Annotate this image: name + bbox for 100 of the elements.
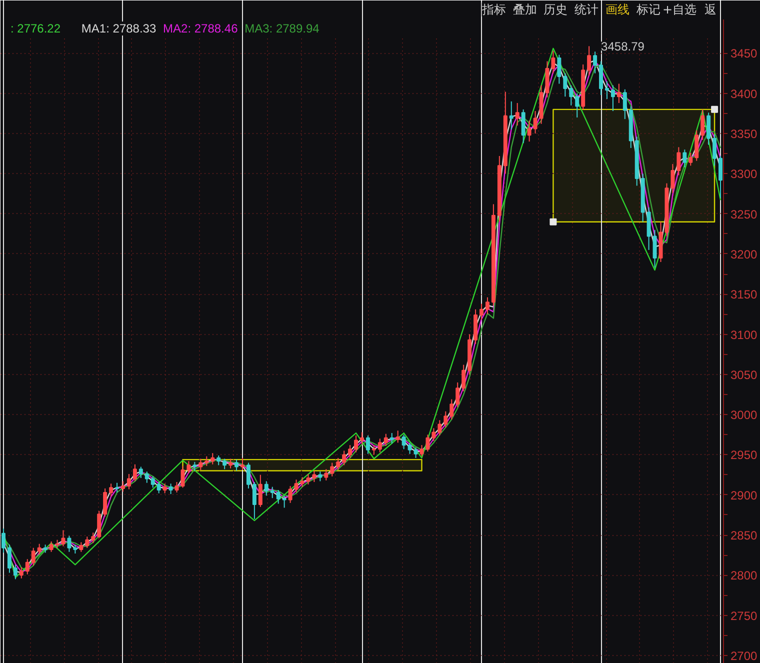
candlestick bbox=[25, 558, 30, 575]
candlestick bbox=[216, 455, 221, 466]
candlestick bbox=[294, 479, 298, 493]
candlestick bbox=[103, 488, 108, 518]
candlestick bbox=[480, 303, 484, 320]
candlestick bbox=[599, 60, 603, 96]
candlestick bbox=[652, 229, 657, 268]
candlestick bbox=[306, 473, 310, 485]
candlestick bbox=[676, 146, 681, 176]
candlestick bbox=[13, 564, 18, 580]
candlestick bbox=[252, 482, 256, 520]
candlestick bbox=[109, 483, 114, 497]
candlestick bbox=[91, 532, 96, 544]
candlestick bbox=[324, 468, 328, 481]
candlestick bbox=[515, 102, 520, 126]
candlestick bbox=[67, 535, 72, 552]
candlestick bbox=[37, 543, 42, 555]
text: 画线 bbox=[606, 2, 630, 16]
candlestick bbox=[240, 457, 244, 470]
candlestick bbox=[49, 540, 54, 552]
candlestick bbox=[198, 458, 203, 470]
candlestick bbox=[7, 544, 12, 574]
candlestick bbox=[342, 450, 346, 466]
candlestick bbox=[378, 438, 382, 453]
text: 指标 bbox=[480, 2, 506, 16]
candlestick bbox=[126, 473, 131, 490]
candlestick bbox=[533, 110, 538, 134]
y-tick-label: 3250 bbox=[730, 207, 758, 222]
candlestick bbox=[360, 432, 364, 445]
text: 标记 bbox=[636, 2, 661, 16]
text: +自选 bbox=[662, 2, 697, 16]
candlestick bbox=[706, 112, 711, 146]
y-tick-label: 2700 bbox=[730, 648, 758, 663]
candlestick bbox=[450, 398, 454, 420]
y-tick-label: 3400 bbox=[730, 86, 758, 101]
candlestick bbox=[354, 434, 358, 453]
candlestick bbox=[718, 156, 723, 198]
candlestick bbox=[557, 54, 562, 84]
text: MA3: 2789.94 bbox=[244, 22, 320, 36]
y-tick-label: 2750 bbox=[730, 608, 758, 623]
candlestick bbox=[168, 483, 173, 495]
y-tick-label: 2950 bbox=[730, 448, 758, 462]
candlestick bbox=[300, 476, 304, 488]
candlestick bbox=[174, 482, 179, 493]
candlestick bbox=[97, 510, 102, 539]
candlestick bbox=[372, 444, 376, 456]
candlestick bbox=[318, 471, 322, 482]
y-tick-label: 3000 bbox=[730, 408, 758, 422]
y-tick-label: 2850 bbox=[730, 528, 758, 543]
candlestick bbox=[426, 434, 430, 452]
candlestick bbox=[444, 410, 448, 428]
candlestick bbox=[210, 452, 215, 465]
candlestick bbox=[150, 476, 155, 488]
candlestick bbox=[85, 536, 90, 548]
y-tick-label: 3200 bbox=[730, 247, 758, 262]
candlestick bbox=[551, 50, 556, 74]
candlestick bbox=[234, 459, 239, 472]
candlestick bbox=[682, 149, 687, 168]
candlestick bbox=[604, 80, 609, 100]
candlestick bbox=[31, 547, 36, 566]
candlestick bbox=[1, 528, 6, 554]
candlestick bbox=[186, 460, 191, 474]
candlestick bbox=[408, 442, 412, 454]
y-tick-label: 3100 bbox=[730, 328, 758, 342]
text: 叠加 bbox=[512, 2, 537, 16]
candlestick bbox=[288, 486, 292, 504]
candlestick bbox=[509, 100, 514, 130]
candlestick bbox=[527, 120, 532, 142]
candlestick bbox=[593, 51, 598, 74]
candlestick bbox=[610, 84, 615, 112]
candlestick bbox=[330, 462, 334, 477]
candlestick bbox=[396, 430, 400, 444]
candlestick bbox=[390, 432, 394, 444]
text: MA2: 2788.46 bbox=[163, 22, 238, 36]
candlestick bbox=[420, 444, 424, 457]
annotation: 3458.79 bbox=[601, 40, 645, 54]
candlestick bbox=[700, 108, 705, 140]
y-tick-label: 3150 bbox=[730, 288, 758, 302]
candlestick bbox=[456, 382, 460, 408]
annotation: : 2776.22 bbox=[10, 22, 61, 36]
candlestick bbox=[282, 495, 286, 508]
text: 历史 bbox=[544, 2, 568, 16]
candlestick bbox=[348, 444, 352, 458]
candlestick bbox=[438, 420, 442, 436]
candlestick bbox=[384, 433, 388, 446]
candlestick bbox=[79, 542, 84, 552]
candlestick bbox=[258, 474, 262, 508]
candlestick bbox=[694, 130, 699, 162]
candlestick bbox=[228, 458, 233, 469]
candlestick bbox=[414, 446, 418, 458]
candlestick bbox=[432, 428, 436, 442]
y-tick-label: 3300 bbox=[730, 167, 758, 182]
text: 统计 bbox=[574, 2, 599, 16]
candlestick bbox=[144, 471, 149, 484]
y-tick-label: 3450 bbox=[730, 46, 758, 61]
candlestick bbox=[115, 482, 120, 493]
candlestick bbox=[622, 88, 627, 120]
candlestick bbox=[204, 456, 209, 466]
y-tick-label: 2800 bbox=[730, 568, 758, 583]
candlestick bbox=[156, 482, 161, 494]
